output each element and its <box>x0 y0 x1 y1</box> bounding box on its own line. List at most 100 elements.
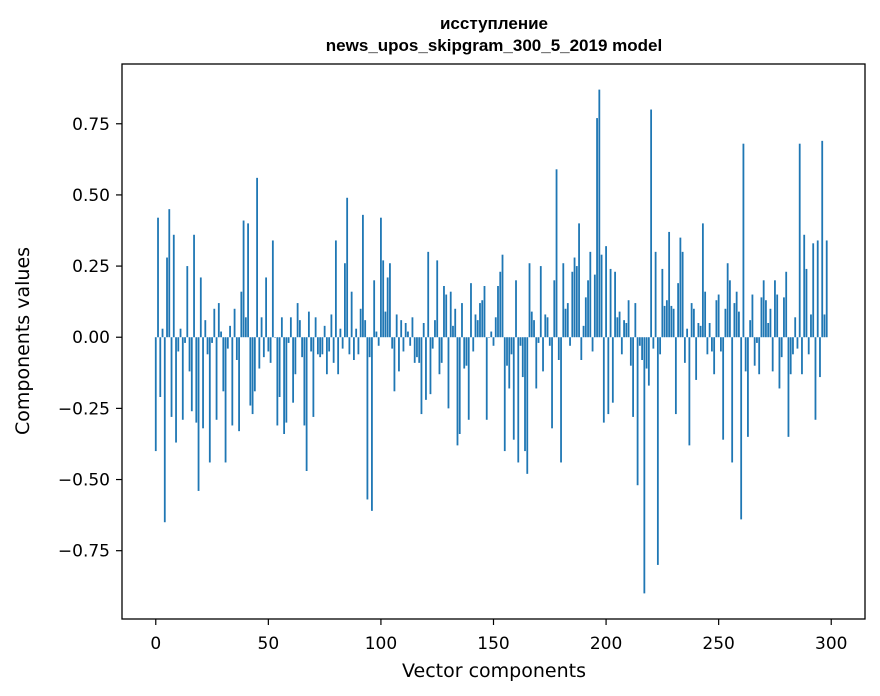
y-tick-label: 0.00 <box>72 328 110 348</box>
bar <box>380 217 382 338</box>
y-axis-label: Components values <box>12 247 34 435</box>
bar <box>715 300 718 338</box>
bar <box>429 337 432 395</box>
bar <box>807 337 810 355</box>
bar <box>154 337 157 452</box>
bar <box>172 234 175 338</box>
bar <box>339 328 342 338</box>
bar <box>312 337 315 417</box>
bar <box>458 337 461 434</box>
bar <box>467 337 470 420</box>
bar <box>508 337 511 389</box>
bar <box>533 320 535 338</box>
bar <box>735 291 738 338</box>
bar <box>330 314 333 338</box>
bar <box>629 337 632 366</box>
bar <box>350 291 353 338</box>
bar <box>492 337 495 346</box>
bar <box>427 251 430 338</box>
bar <box>821 140 824 338</box>
bar <box>652 337 655 349</box>
bar <box>744 337 747 372</box>
x-tick-label: 50 <box>258 634 280 654</box>
bar <box>238 337 240 432</box>
bar <box>285 337 288 423</box>
bar <box>742 143 745 338</box>
bar <box>181 337 184 420</box>
bar <box>740 337 743 520</box>
bar <box>636 337 639 486</box>
bar <box>501 254 504 338</box>
bar <box>560 337 562 463</box>
y-axis-ticks: −0.75 −0.50 −0.25 0.00 0.25 0.50 0.75 <box>58 115 122 562</box>
chart-subtitle: news_upos_skipgram_300_5_2019 model <box>326 36 662 55</box>
bar <box>470 283 472 338</box>
bar <box>328 337 331 352</box>
bar <box>555 169 558 338</box>
bar <box>265 277 267 338</box>
bar <box>449 291 452 338</box>
bar <box>729 280 731 338</box>
bar <box>251 337 254 415</box>
bar <box>321 337 324 355</box>
bar <box>497 286 499 338</box>
bar <box>247 223 249 338</box>
bar <box>688 337 691 446</box>
bar <box>454 308 457 338</box>
bar <box>276 337 279 426</box>
bar <box>641 337 643 360</box>
bar <box>253 337 256 392</box>
y-tick-label: −0.25 <box>58 399 110 419</box>
bar <box>726 263 729 338</box>
bar <box>596 118 598 338</box>
bar <box>733 303 736 338</box>
bar <box>706 337 709 355</box>
bar <box>393 337 396 392</box>
bar <box>476 320 479 338</box>
bar <box>231 337 234 426</box>
bar <box>307 311 310 338</box>
bar <box>616 317 619 338</box>
bar <box>447 337 450 409</box>
bar <box>197 337 200 491</box>
bar <box>213 308 216 338</box>
bar <box>774 280 776 338</box>
bar <box>510 337 513 355</box>
bar <box>382 260 385 338</box>
bar <box>400 320 403 338</box>
bar <box>296 303 299 338</box>
bar <box>571 271 574 338</box>
bar <box>548 337 551 346</box>
bar <box>452 325 454 338</box>
bar <box>611 337 614 403</box>
bar <box>168 209 171 338</box>
bar <box>647 337 650 386</box>
bar <box>681 251 684 338</box>
bar <box>665 300 668 338</box>
bar <box>494 317 497 338</box>
bar <box>434 320 436 338</box>
bar <box>794 317 797 338</box>
bar <box>600 254 603 338</box>
bar <box>371 337 373 511</box>
bar <box>440 337 443 363</box>
bar <box>668 231 671 338</box>
bar <box>301 337 304 358</box>
bar <box>235 337 238 360</box>
bar <box>690 303 693 338</box>
bar <box>188 337 191 372</box>
bar <box>242 220 245 338</box>
bar <box>618 311 621 338</box>
bar <box>564 308 567 338</box>
bar <box>262 337 265 358</box>
bar <box>334 240 337 338</box>
bar <box>670 305 673 338</box>
bar <box>769 308 772 338</box>
bar <box>344 263 346 338</box>
bar <box>654 251 657 338</box>
bar <box>789 337 792 375</box>
bar <box>413 337 416 363</box>
x-tick-label: 100 <box>365 634 397 654</box>
bar <box>803 234 806 338</box>
bar <box>535 337 538 389</box>
